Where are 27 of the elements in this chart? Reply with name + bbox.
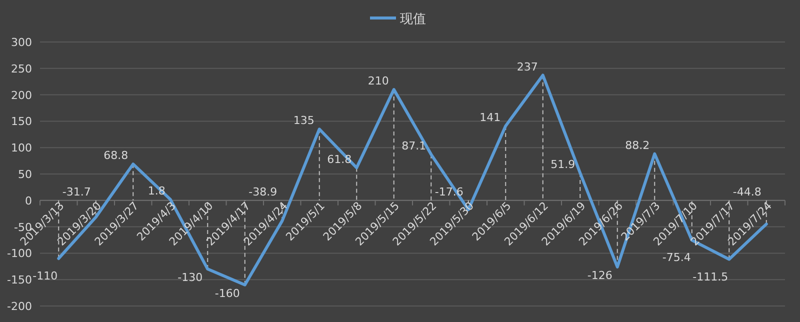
data-label: -75.4 bbox=[662, 251, 691, 264]
data-label: 88.2 bbox=[625, 138, 650, 152]
data-label: -38.9 bbox=[248, 185, 278, 198]
y-tick-label: 150 bbox=[11, 115, 32, 128]
data-label: -126 bbox=[587, 268, 612, 282]
data-label: 237 bbox=[516, 60, 538, 74]
y-tick-label: -150 bbox=[7, 274, 32, 287]
y-tick-label: 200 bbox=[11, 88, 32, 102]
data-label: -110 bbox=[32, 269, 58, 282]
data-label: 210 bbox=[368, 74, 389, 88]
y-tick-label: 50 bbox=[18, 168, 32, 181]
y-tick-label: 100 bbox=[11, 142, 32, 155]
data-label: 51.9 bbox=[550, 158, 576, 171]
data-label: 87.1 bbox=[402, 139, 426, 152]
legend-label: 现值 bbox=[400, 12, 426, 27]
data-label: 135 bbox=[293, 114, 314, 128]
y-tick-label: -200 bbox=[7, 300, 32, 313]
y-tick-label: 250 bbox=[11, 62, 32, 76]
data-label: 141 bbox=[480, 110, 501, 124]
data-label: -44.8 bbox=[732, 185, 762, 198]
data-label: -31.7 bbox=[62, 185, 91, 198]
y-tick-label: -100 bbox=[7, 247, 32, 260]
y-tick-label: 300 bbox=[11, 36, 32, 49]
data-label: -130 bbox=[178, 271, 203, 284]
data-label: -111.5 bbox=[692, 270, 728, 284]
data-label: -160 bbox=[214, 286, 240, 300]
data-label: 68.8 bbox=[104, 149, 128, 162]
